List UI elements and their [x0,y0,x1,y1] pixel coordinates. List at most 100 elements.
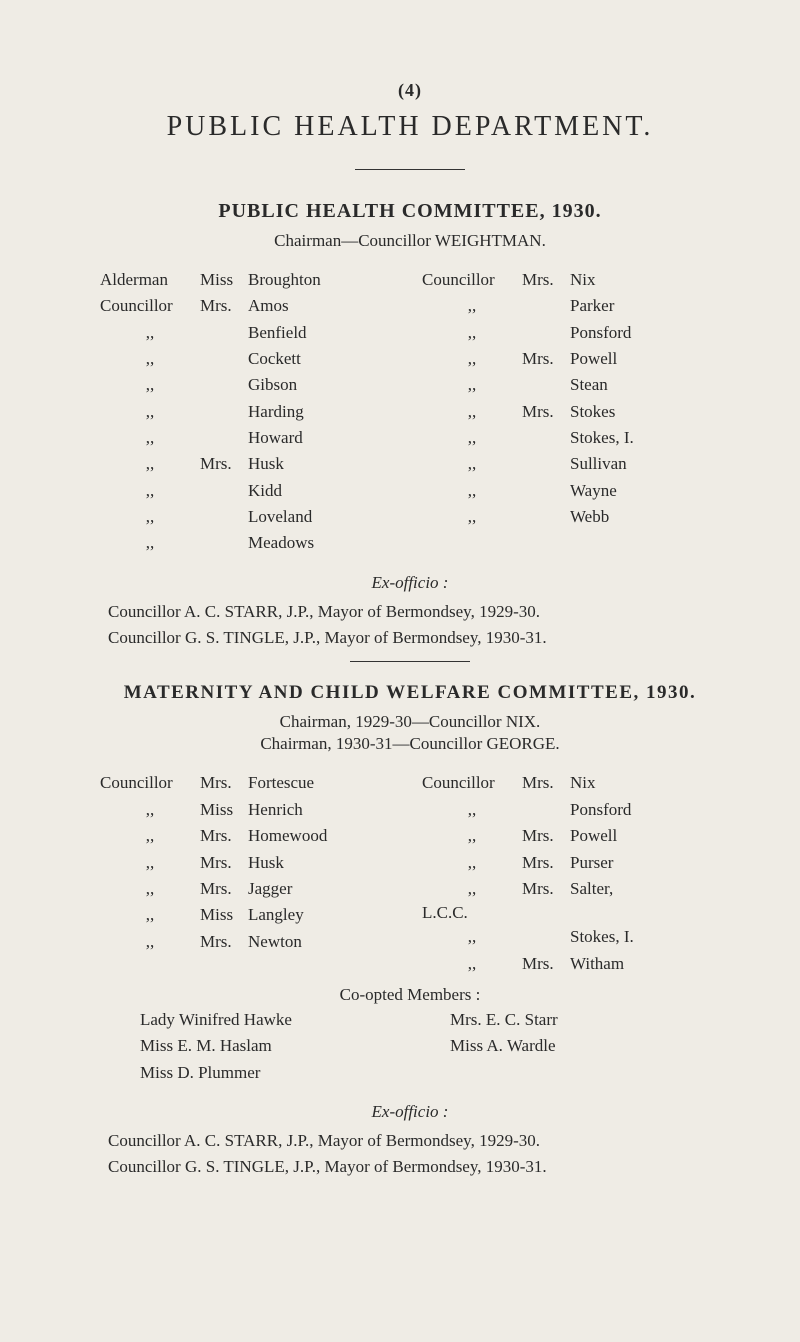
member-row: ,,Wayne [422,478,720,504]
member-role: ,, [422,425,522,451]
member-honorific [200,346,248,372]
member-honorific: Mrs. [200,451,248,477]
member-row: ,,Loveland [100,504,398,530]
member-row: AldermanMissBroughton [100,267,398,293]
member-role: ,, [100,929,200,955]
member-name: Benfield [248,320,398,346]
member-row: ,,Sullivan [422,451,720,477]
member-name: Langley [248,902,398,928]
member-name: Nix [570,770,720,796]
committee2-chairman2: Chairman, 1930-31—Councillor GEORGE. [100,734,720,754]
member-role: ,, [422,293,522,319]
member-role: ,, [100,823,200,849]
committee2-title: MATERNITY AND CHILD WELFARE COMMITTEE, 1… [100,682,720,704]
member-name: Ponsford [570,320,720,346]
member-name: Witham [570,951,720,977]
member-name: Stokes [570,399,720,425]
member-honorific [522,478,570,504]
committee2-left-col: CouncillorMrs.Fortescue,,MissHenrich,,Mr… [100,770,398,977]
member-row: ,, Parker [422,293,720,319]
member-name: Jagger [248,876,398,902]
member-name: Henrich [248,797,398,823]
text-line: Mrs. E. C. Starr [450,1007,720,1033]
committee1-columns: AldermanMissBroughtonCouncillorMrs.Amos,… [100,267,720,557]
member-role: ,, [422,504,522,530]
member-honorific: Miss [200,267,248,293]
member-name: Harding [248,399,398,425]
member-honorific [522,504,570,530]
member-role: Councillor [100,770,200,796]
member-honorific [522,320,570,346]
member-name: Powell [570,346,720,372]
member-row: ,,Mrs.Powell [422,823,720,849]
member-name: Loveland [248,504,398,530]
committee1-exofficio-lines: Councillor A. C. STARR, J.P., Mayor of B… [100,599,720,652]
committee1-title: PUBLIC HEALTH COMMITTEE, 1930. [100,200,720,223]
member-name: Cockett [248,346,398,372]
coopted-title: Co-opted Members : [100,985,720,1005]
member-row: ,,Stean [422,372,720,398]
member-role: ,, [100,530,200,556]
member-honorific: Mrs. [522,951,570,977]
member-row: ,,Howard [100,425,398,451]
member-name: Meadows [248,530,398,556]
member-row: CouncillorMrs.Nix [422,770,720,796]
member-honorific [522,924,570,950]
committee1-exofficio-label: Ex-officio : [100,573,720,593]
member-row: ,, Benfield [100,320,398,346]
member-role: Alderman [100,267,200,293]
member-role: ,, [422,823,522,849]
committee2-exofficio-lines: Councillor A. C. STARR, J.P., Mayor of B… [100,1128,720,1181]
text-line: Councillor G. S. TINGLE, J.P., Mayor of … [108,1154,720,1180]
member-row: L.C.C. [422,902,720,924]
member-name: Howard [248,425,398,451]
member-row: ,,Mrs.Powell [422,346,720,372]
member-role: ,, [100,320,200,346]
member-name: Webb [570,504,720,530]
member-honorific: Mrs. [200,850,248,876]
member-name: Stokes, I. [570,924,720,950]
member-row: ,, Webb [422,504,720,530]
member-row: ,,Ponsford [422,797,720,823]
member-role: ,, [100,451,200,477]
committee2-exofficio-label: Ex-officio : [100,1102,720,1122]
text-line: Councillor A. C. STARR, J.P., Mayor of B… [108,599,720,625]
member-role: ,, [100,399,200,425]
text-line: Miss A. Wardle [450,1033,720,1059]
member-name: Husk [248,850,398,876]
member-row: ,,Cockett [100,346,398,372]
member-row: ,,MissLangley [100,902,398,928]
member-name: Gibson [248,372,398,398]
member-role: ,, [422,320,522,346]
member-name: Purser [570,850,720,876]
member-role: ,, [422,850,522,876]
member-honorific: Mrs. [200,770,248,796]
horizontal-rule [350,661,470,662]
coopted-right: Mrs. E. C. StarrMiss A. Wardle [450,1007,720,1086]
coopted-columns: Lady Winifred HawkeMiss E. M. HaslamMiss… [100,1007,720,1086]
member-role: ,, [100,797,200,823]
member-honorific [200,320,248,346]
member-honorific: Mrs. [200,293,248,319]
member-lcc: L.C.C. [422,902,498,924]
committee1-chairman: Chairman—Councillor WEIGHTMAN. [100,231,720,251]
committee2-right-col: CouncillorMrs.Nix,,Ponsford,,Mrs.Powell,… [422,770,720,977]
member-role: ,, [100,372,200,398]
coopted-left: Lady Winifred HawkeMiss E. M. HaslamMiss… [100,1007,410,1086]
member-name: Ponsford [570,797,720,823]
member-row: ,,Mrs.Stokes [422,399,720,425]
member-name: Homewood [248,823,398,849]
member-role: ,, [422,876,522,902]
horizontal-rule [355,169,465,170]
member-honorific [522,372,570,398]
member-honorific: Mrs. [522,346,570,372]
member-name: Parker [570,293,720,319]
member-honorific [522,797,570,823]
member-honorific: Miss [200,902,248,928]
member-honorific: Mrs. [200,929,248,955]
member-honorific [200,504,248,530]
text-line: Councillor A. C. STARR, J.P., Mayor of B… [108,1128,720,1154]
page: (4) PUBLIC HEALTH DEPARTMENT. PUBLIC HEA… [0,0,800,1342]
member-row: ,, Harding [100,399,398,425]
member-role: ,, [422,346,522,372]
